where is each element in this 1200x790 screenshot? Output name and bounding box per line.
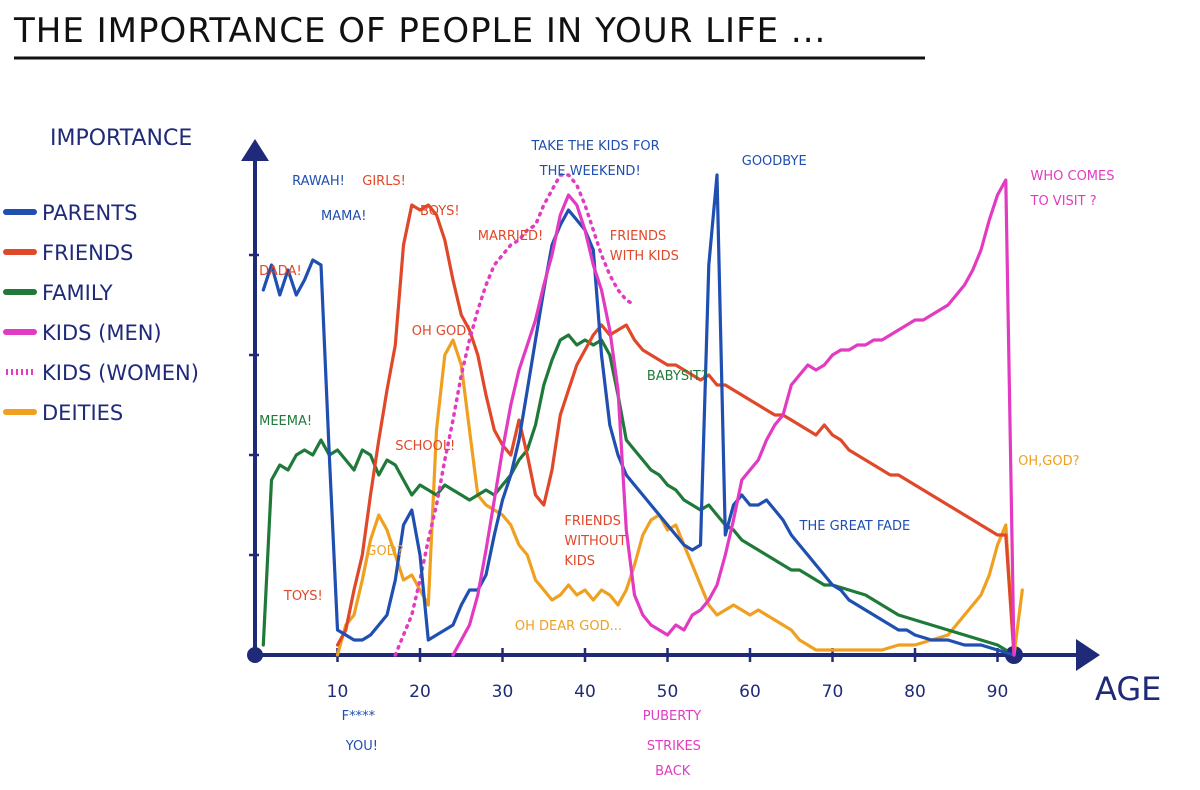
x-axis-arrowhead	[1076, 639, 1100, 671]
y-axis-label: IMPORTANCE	[50, 126, 192, 151]
origin-dot	[247, 647, 263, 663]
series-line-family	[261, 333, 1008, 652]
legend: PARENTS FRIENDS FAMILY KIDS (MEN) KIDS (WOME…	[3, 201, 199, 425]
x-tick-label: 80	[904, 682, 926, 702]
annotation-label: MARRIED!	[478, 229, 543, 244]
axes: 10 20 30 40 50 60 70 80 90	[241, 139, 1100, 702]
annotation-label: THE GREAT FADE	[799, 519, 911, 534]
legend-label: KIDS (MEN)	[42, 321, 162, 345]
annotation-label: WHO COMES	[1031, 169, 1115, 184]
series-line-kids-men	[451, 178, 1016, 657]
x-tick-label: 70	[822, 682, 844, 702]
annotation-label: STRIKES	[647, 739, 701, 754]
annotation-label: GIRLS!	[362, 174, 406, 189]
annotation-label: MAMA!	[321, 209, 366, 224]
series-line-kids-women	[393, 173, 637, 657]
annotation-label: KIDS	[564, 554, 595, 569]
annotation-label: RAWAH!	[292, 174, 345, 189]
series-line-friends	[335, 203, 1016, 657]
annotation-label: THE WEEKEND!	[539, 164, 641, 179]
annotation-label: YOU!	[345, 739, 378, 754]
annotation-label: FRIENDS	[610, 229, 667, 244]
annotation-label: F****	[342, 709, 376, 724]
legend-label: DEITIES	[42, 401, 123, 425]
annotation-label: BOYS!	[420, 204, 460, 219]
annotation-label: FRIENDS	[564, 514, 621, 529]
annotation-label: MEEMA!	[259, 414, 312, 429]
annotation-label: TAKE THE KIDS FOR	[530, 139, 659, 154]
annotation-label: OH,GOD?	[1018, 454, 1079, 469]
series-layer	[261, 173, 1024, 657]
annotations: DADA! RAWAH! MAMA! GIRLS! BOYS! MARRIED! TAKE …	[259, 139, 1114, 779]
x-axis-label: AGE	[1095, 670, 1161, 708]
x-tick-label: 60	[739, 682, 761, 702]
annotation-label: TO VISIT ?	[1030, 194, 1097, 209]
legend-label: PARENTS	[42, 201, 137, 225]
legend-label: FAMILY	[42, 281, 113, 305]
annotation-label: BACK	[655, 764, 691, 779]
annotation-label: TOYS!	[283, 589, 323, 604]
legend-label: FRIENDS	[42, 241, 133, 265]
annotation-label: OH GOD!	[412, 324, 472, 339]
annotation-label: DADA!	[259, 264, 302, 279]
legend-label: KIDS (WOMEN)	[42, 361, 199, 385]
annotation-label: GOD?	[366, 544, 403, 559]
annotation-label: PUBERTY	[643, 709, 702, 724]
annotation-label: WITHOUT	[564, 534, 626, 549]
x-tick-label: 20	[409, 682, 431, 702]
x-tick-label: 90	[987, 682, 1009, 702]
annotation-label: OH DEAR GOD...	[515, 619, 622, 634]
annotation-label: GOODBYE	[742, 154, 807, 169]
x-tick-label: 30	[492, 682, 514, 702]
x-tick-label: 10	[327, 682, 349, 702]
annotation-label: WITH KIDS	[610, 249, 679, 264]
chart-title: THE IMPORTANCE OF PEOPLE IN YOUR LIFE ..…	[13, 11, 826, 51]
series-line-deities	[335, 338, 1024, 657]
x-tick-label: 40	[574, 682, 596, 702]
annotation-label: SCHOOL!	[395, 439, 455, 454]
series-line-parents	[261, 173, 1016, 657]
y-axis-arrowhead	[241, 139, 269, 161]
x-tick-label: 50	[657, 682, 679, 702]
annotation-label: BABYSIT?	[647, 369, 708, 384]
